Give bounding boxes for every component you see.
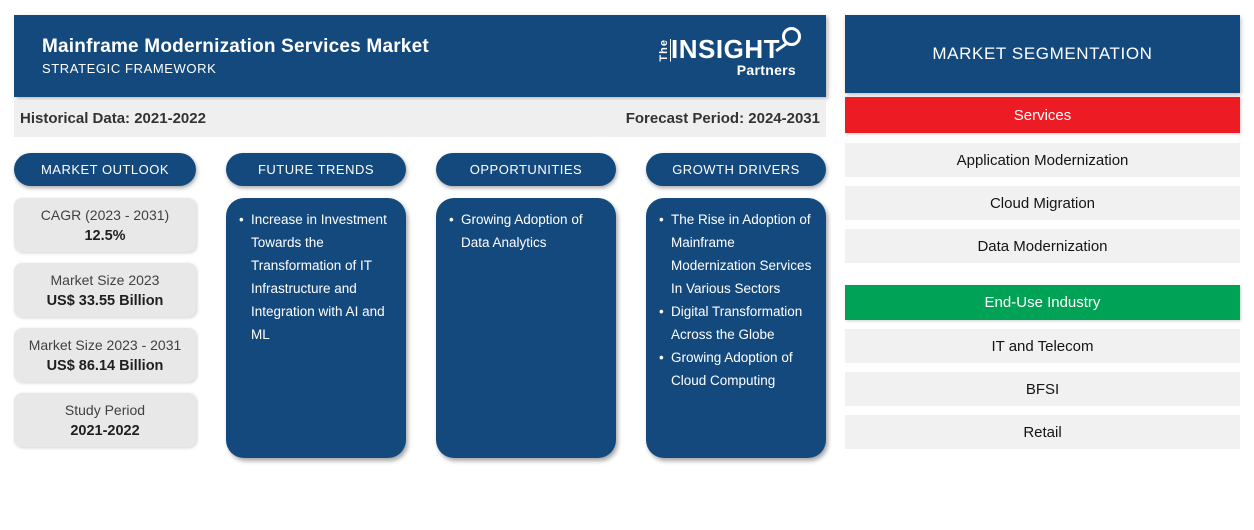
future-trends-box: Increase in Investment Towards the Trans…: [226, 198, 406, 458]
column-growth-drivers: GROWTH DRIVERS The Rise in Adoption of M…: [646, 153, 826, 458]
segment-item-bfsi: BFSI: [845, 372, 1240, 406]
segment-item-application-modernization: Application Modernization: [845, 143, 1240, 177]
stat-value: 2021-2022: [70, 423, 140, 439]
segment-group-end-use-industry: End-Use Industry: [845, 285, 1240, 320]
bullet-item: Increase in Investment Towards the Trans…: [239, 208, 398, 346]
insight-partners-logo: The INSIGHT Partners: [658, 27, 804, 78]
opportunities-pill: OPPORTUNITIES: [436, 153, 616, 186]
stat-value: US$ 33.55 Billion: [46, 293, 164, 309]
segment-item-it-and-telecom: IT and Telecom: [845, 329, 1240, 363]
page-title: Mainframe Modernization Services Market: [42, 36, 429, 57]
stat-label: Market Size 2023: [50, 272, 160, 288]
stat-label: Market Size 2023 - 2031: [28, 337, 182, 353]
bullet-item: Growing Adoption of Cloud Computing: [659, 346, 818, 392]
bullet-item: The Rise in Adoption of Mainframe Modern…: [659, 208, 818, 300]
growth-drivers-pill: GROWTH DRIVERS: [646, 153, 826, 186]
stat-label: Study Period: [64, 402, 146, 418]
segment-item-cloud-migration: Cloud Migration: [845, 186, 1240, 220]
column-opportunities: OPPORTUNITIES Growing Adoption of Data A…: [436, 153, 616, 458]
magnifier-icon: [775, 27, 804, 64]
title-block: Mainframe Modernization Services Market …: [42, 36, 429, 76]
stat-value: US$ 86.14 Billion: [46, 358, 164, 374]
stat-study-period: Study Period 2021-2022: [14, 393, 196, 447]
stat-market-size-2023: Market Size 2023 US$ 33.55 Billion: [14, 263, 196, 317]
segment-item-retail: Retail: [845, 415, 1240, 449]
bullet-item: Growing Adoption of Data Analytics: [449, 208, 608, 254]
column-market-outlook: MARKET OUTLOOK CAGR (2023 - 2031) 12.5% …: [14, 153, 196, 458]
stat-cagr: CAGR (2023 - 2031) 12.5%: [14, 198, 196, 252]
period-bar: Historical Data: 2021-2022 Forecast Peri…: [14, 100, 826, 137]
growth-drivers-box: The Rise in Adoption of Mainframe Modern…: [646, 198, 826, 458]
logo-name-text: INSIGHT: [671, 34, 780, 64]
framework-columns: MARKET OUTLOOK CAGR (2023 - 2031) 12.5% …: [14, 153, 826, 458]
segment-item-data-modernization: Data Modernization: [845, 229, 1240, 263]
logo-suffix-text: Partners: [736, 62, 796, 78]
future-trends-list: Increase in Investment Towards the Trans…: [239, 208, 398, 346]
opportunities-box: Growing Adoption of Data Analytics: [436, 198, 616, 458]
logo-wordmark: The INSIGHT: [658, 27, 804, 64]
bullet-item: Digital Transformation Across the Globe: [659, 300, 818, 346]
title-bar: Mainframe Modernization Services Market …: [14, 15, 826, 97]
historical-data-label: Historical Data: 2021-2022: [20, 110, 206, 127]
column-future-trends: FUTURE TRENDS Increase in Investment Tow…: [226, 153, 406, 458]
page-subtitle: STRATEGIC FRAMEWORK: [42, 61, 217, 76]
segment-group-services: Services: [845, 97, 1240, 133]
growth-drivers-list: The Rise in Adoption of Mainframe Modern…: [659, 208, 818, 392]
market-outlook-pill: MARKET OUTLOOK: [14, 153, 196, 186]
stat-market-size-2023-2031: Market Size 2023 - 2031 US$ 86.14 Billio…: [14, 328, 196, 382]
logo-prefix-text: The: [658, 38, 671, 62]
market-segmentation-panel: MARKET SEGMENTATION Services Application…: [845, 15, 1240, 449]
stat-label: CAGR (2023 - 2031): [40, 207, 170, 223]
stat-value: 12.5%: [84, 228, 126, 244]
opportunities-list: Growing Adoption of Data Analytics: [449, 208, 608, 254]
forecast-period-label: Forecast Period: 2024-2031: [625, 110, 820, 127]
future-trends-pill: FUTURE TRENDS: [226, 153, 406, 186]
segmentation-header: MARKET SEGMENTATION: [845, 15, 1240, 93]
